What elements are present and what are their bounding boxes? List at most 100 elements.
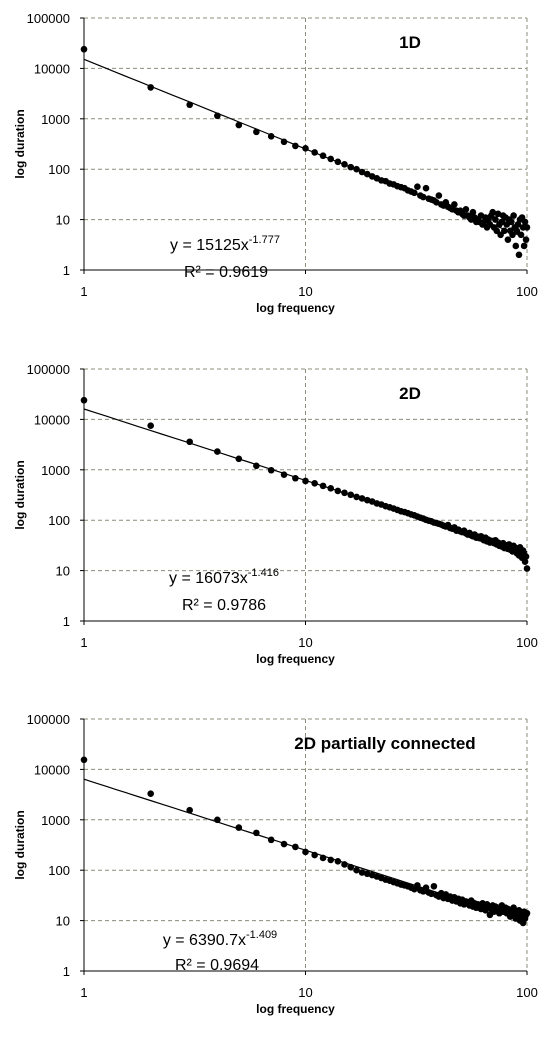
data-point (515, 251, 523, 259)
data-point (363, 170, 371, 178)
data-point (334, 158, 342, 166)
data-point (508, 218, 515, 226)
trend-equation: y = 6390.7x-1.409 (163, 929, 277, 949)
r-squared: R² = 0.9619 (184, 264, 268, 281)
data-point (358, 168, 366, 176)
data-point (327, 856, 335, 864)
data-point (214, 112, 221, 120)
data-point (235, 121, 243, 129)
data-point (186, 806, 193, 814)
x-tick-label: 1 (80, 635, 87, 650)
data-point (422, 884, 430, 891)
data-point (517, 231, 525, 239)
y-tick-label: 10 (56, 213, 70, 228)
r-squared: R² = 0.9786 (182, 597, 266, 614)
y-tick-label: 1000 (41, 463, 70, 478)
y-tick-label: 100 (48, 162, 70, 177)
data-point (267, 836, 275, 844)
equation-text: y = 15125x (170, 237, 249, 254)
data-point (411, 189, 418, 197)
x-tick-label: 1 (80, 284, 87, 299)
x-tick-label: 100 (516, 985, 538, 1000)
data-point (253, 128, 260, 136)
y-tick-label: 1 (63, 964, 70, 979)
data-point (280, 471, 288, 478)
data-point (292, 142, 299, 150)
data-point (319, 152, 327, 160)
data-point (80, 45, 88, 53)
y-tick-label: 100000 (27, 362, 70, 377)
data-point (504, 236, 512, 243)
data-point (430, 882, 438, 890)
y-tick-label: 10000 (34, 61, 70, 76)
y-tick-label: 10 (56, 914, 70, 929)
data-point (235, 824, 243, 831)
y-tick-label: 100000 (27, 712, 70, 727)
equation-exponent: -1.777 (249, 234, 280, 246)
y-tick-label: 100000 (27, 11, 70, 26)
data-point (319, 854, 327, 862)
data-point (280, 138, 288, 146)
y-tick-label: 1000 (41, 813, 70, 828)
panel-title: 2D (399, 384, 421, 403)
data-point (341, 489, 348, 497)
data-point (353, 165, 360, 173)
data-point (462, 206, 470, 213)
chart-panel: 1 10 100 1000 10000 100000 1 10 100 log frequency… (13, 362, 538, 666)
data-point (80, 756, 88, 764)
data-point (334, 487, 342, 495)
data-point (469, 208, 477, 216)
data-point (347, 163, 355, 171)
data-point (520, 242, 528, 250)
data-point (523, 224, 531, 231)
r-squared: R² = 0.9694 (175, 957, 259, 974)
data-point (358, 495, 366, 502)
data-point (353, 866, 360, 874)
data-point (414, 183, 421, 190)
data-point (327, 155, 335, 163)
y-tick-label: 1 (63, 263, 70, 278)
data-point (186, 438, 193, 446)
data-point (489, 208, 496, 216)
y-tick-label: 10 (56, 564, 70, 579)
data-point (214, 448, 221, 455)
x-axis-title: log frequency (256, 301, 335, 315)
data-point (498, 218, 506, 226)
panel-title: 2D partially connected (294, 734, 475, 753)
y-tick-label: 10000 (34, 412, 70, 427)
data-point (186, 101, 193, 109)
equation-text: y = 6390.7x (163, 932, 246, 949)
data-point (435, 192, 443, 199)
data-point (522, 236, 530, 243)
data-point (292, 474, 299, 482)
data-point (494, 210, 502, 218)
y-tick-label: 1 (63, 614, 70, 629)
data-point (521, 558, 529, 566)
x-tick-label: 100 (516, 635, 538, 650)
data-point (513, 227, 521, 235)
data-point (428, 890, 435, 898)
data-point (523, 909, 531, 917)
data-point (363, 870, 371, 878)
y-axis-title: log duration (13, 109, 27, 178)
data-point (214, 816, 221, 824)
data-point (147, 422, 154, 429)
x-axis-title: log frequency (256, 652, 335, 666)
data-point (347, 863, 355, 871)
data-point (341, 861, 348, 868)
data-point (358, 869, 366, 876)
data-point (311, 851, 318, 859)
equation-text: y = 16073x (169, 570, 248, 587)
data-point (419, 193, 427, 201)
trend-equation: y = 16073x-1.416 (169, 567, 279, 587)
data-point (302, 144, 309, 152)
data-point (147, 790, 154, 797)
data-point (341, 161, 348, 168)
equation-exponent: -1.409 (246, 929, 277, 941)
data-point (422, 184, 430, 192)
data-point (267, 466, 275, 474)
data-point (311, 149, 318, 156)
data-point (353, 493, 360, 501)
data-point (414, 882, 421, 889)
